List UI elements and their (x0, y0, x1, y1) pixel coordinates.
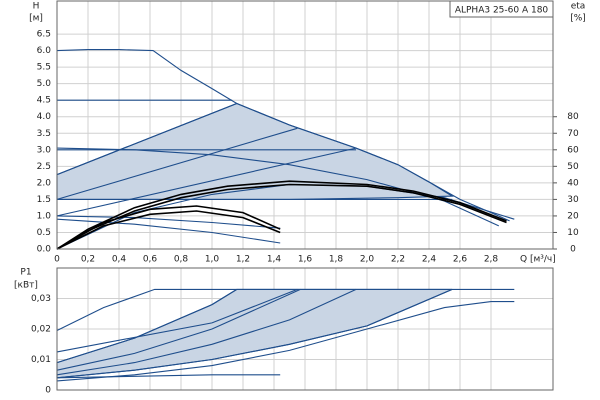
curve (56, 102, 238, 176)
x-tick-label: 2,8 (484, 255, 499, 265)
y2-axis-label: eta (571, 2, 586, 12)
y2-tick-label: 10 (567, 228, 579, 238)
curve (56, 205, 281, 250)
curve (56, 288, 298, 353)
y2-axis-unit: [%] (570, 14, 586, 24)
x-tick-label: 1,0 (205, 255, 220, 265)
y-tick-label: 3.0 (37, 145, 52, 155)
curve (56, 288, 357, 376)
x-tick-label: 2,6 (453, 255, 468, 265)
y-tick-label: 6.5 (37, 30, 51, 40)
curve (56, 215, 281, 229)
y2-tick-label: 60 (567, 145, 579, 155)
y-axis-label: H (33, 2, 40, 12)
y2-tick-label: 70 (567, 129, 579, 139)
y-tick-label: 5.5 (37, 63, 51, 73)
y2-tick-label: 40 (567, 178, 579, 188)
y-axis-unit: [кВт] (14, 281, 38, 291)
curve (56, 210, 281, 250)
y-tick-label: 3.5 (37, 129, 51, 139)
y2-tick-label: 30 (567, 195, 579, 205)
x-tick-label: 0 (54, 255, 60, 265)
y-tick-label: 2.0 (37, 178, 52, 188)
y-tick-label: 6.0 (37, 46, 52, 56)
plot-frame (56, 0, 554, 250)
x-tick-label: 0,6 (143, 255, 158, 265)
x-tick-label: 1,8 (329, 255, 344, 265)
x-tick-label: 1,2 (236, 255, 250, 265)
y-tick-label: 4.5 (37, 96, 51, 106)
curve (56, 218, 281, 244)
x-tick-label: 0,4 (112, 255, 127, 265)
y2-tick-label: 50 (567, 162, 579, 172)
y-tick-label: 0,02 (31, 325, 51, 335)
curve (56, 127, 298, 200)
title-box (449, 0, 554, 18)
curve (56, 49, 510, 222)
x-tick-label: 0,8 (174, 255, 189, 265)
curve (56, 288, 453, 379)
x-tick-label: 2,0 (360, 255, 375, 265)
curve (56, 288, 515, 331)
curve (56, 288, 301, 371)
y2-tick-label: 80 (567, 112, 579, 122)
y-tick-label: 4.0 (37, 112, 52, 122)
x-tick-label: 2,2 (391, 255, 405, 265)
y-tick-label: 2.5 (37, 162, 51, 172)
x-tick-label: 1,6 (298, 255, 313, 265)
y-tick-label: 0 (45, 386, 51, 396)
y2-tick-label: 0 (570, 245, 576, 255)
curve (56, 147, 357, 217)
y-axis-unit: [м] (29, 14, 43, 24)
y-tick-label: 0,03 (31, 294, 51, 304)
y-tick-label: 1.5 (37, 195, 51, 205)
x-tick-label: 1,4 (267, 255, 282, 265)
curve (56, 180, 507, 250)
x-tick-label: 2,4 (422, 255, 437, 265)
y-tick-label: 1.0 (37, 211, 52, 221)
y-tick-label: 5.0 (37, 79, 52, 89)
x-tick-label: 0,2 (81, 255, 95, 265)
curve (56, 374, 281, 379)
y-tick-label: 0,01 (31, 355, 51, 365)
x-axis-label: Q [м³/ч] (520, 255, 556, 265)
chart-title: ALPHA3 25-60 A 180 (455, 6, 549, 16)
y-tick-label: 0.5 (37, 228, 51, 238)
y-tick-label: 0.0 (37, 245, 52, 255)
curve (56, 288, 238, 364)
curve (56, 301, 515, 382)
y2-tick-label: 20 (567, 211, 579, 221)
plot-frame (56, 267, 554, 391)
y-axis-label: P1 (20, 268, 31, 278)
